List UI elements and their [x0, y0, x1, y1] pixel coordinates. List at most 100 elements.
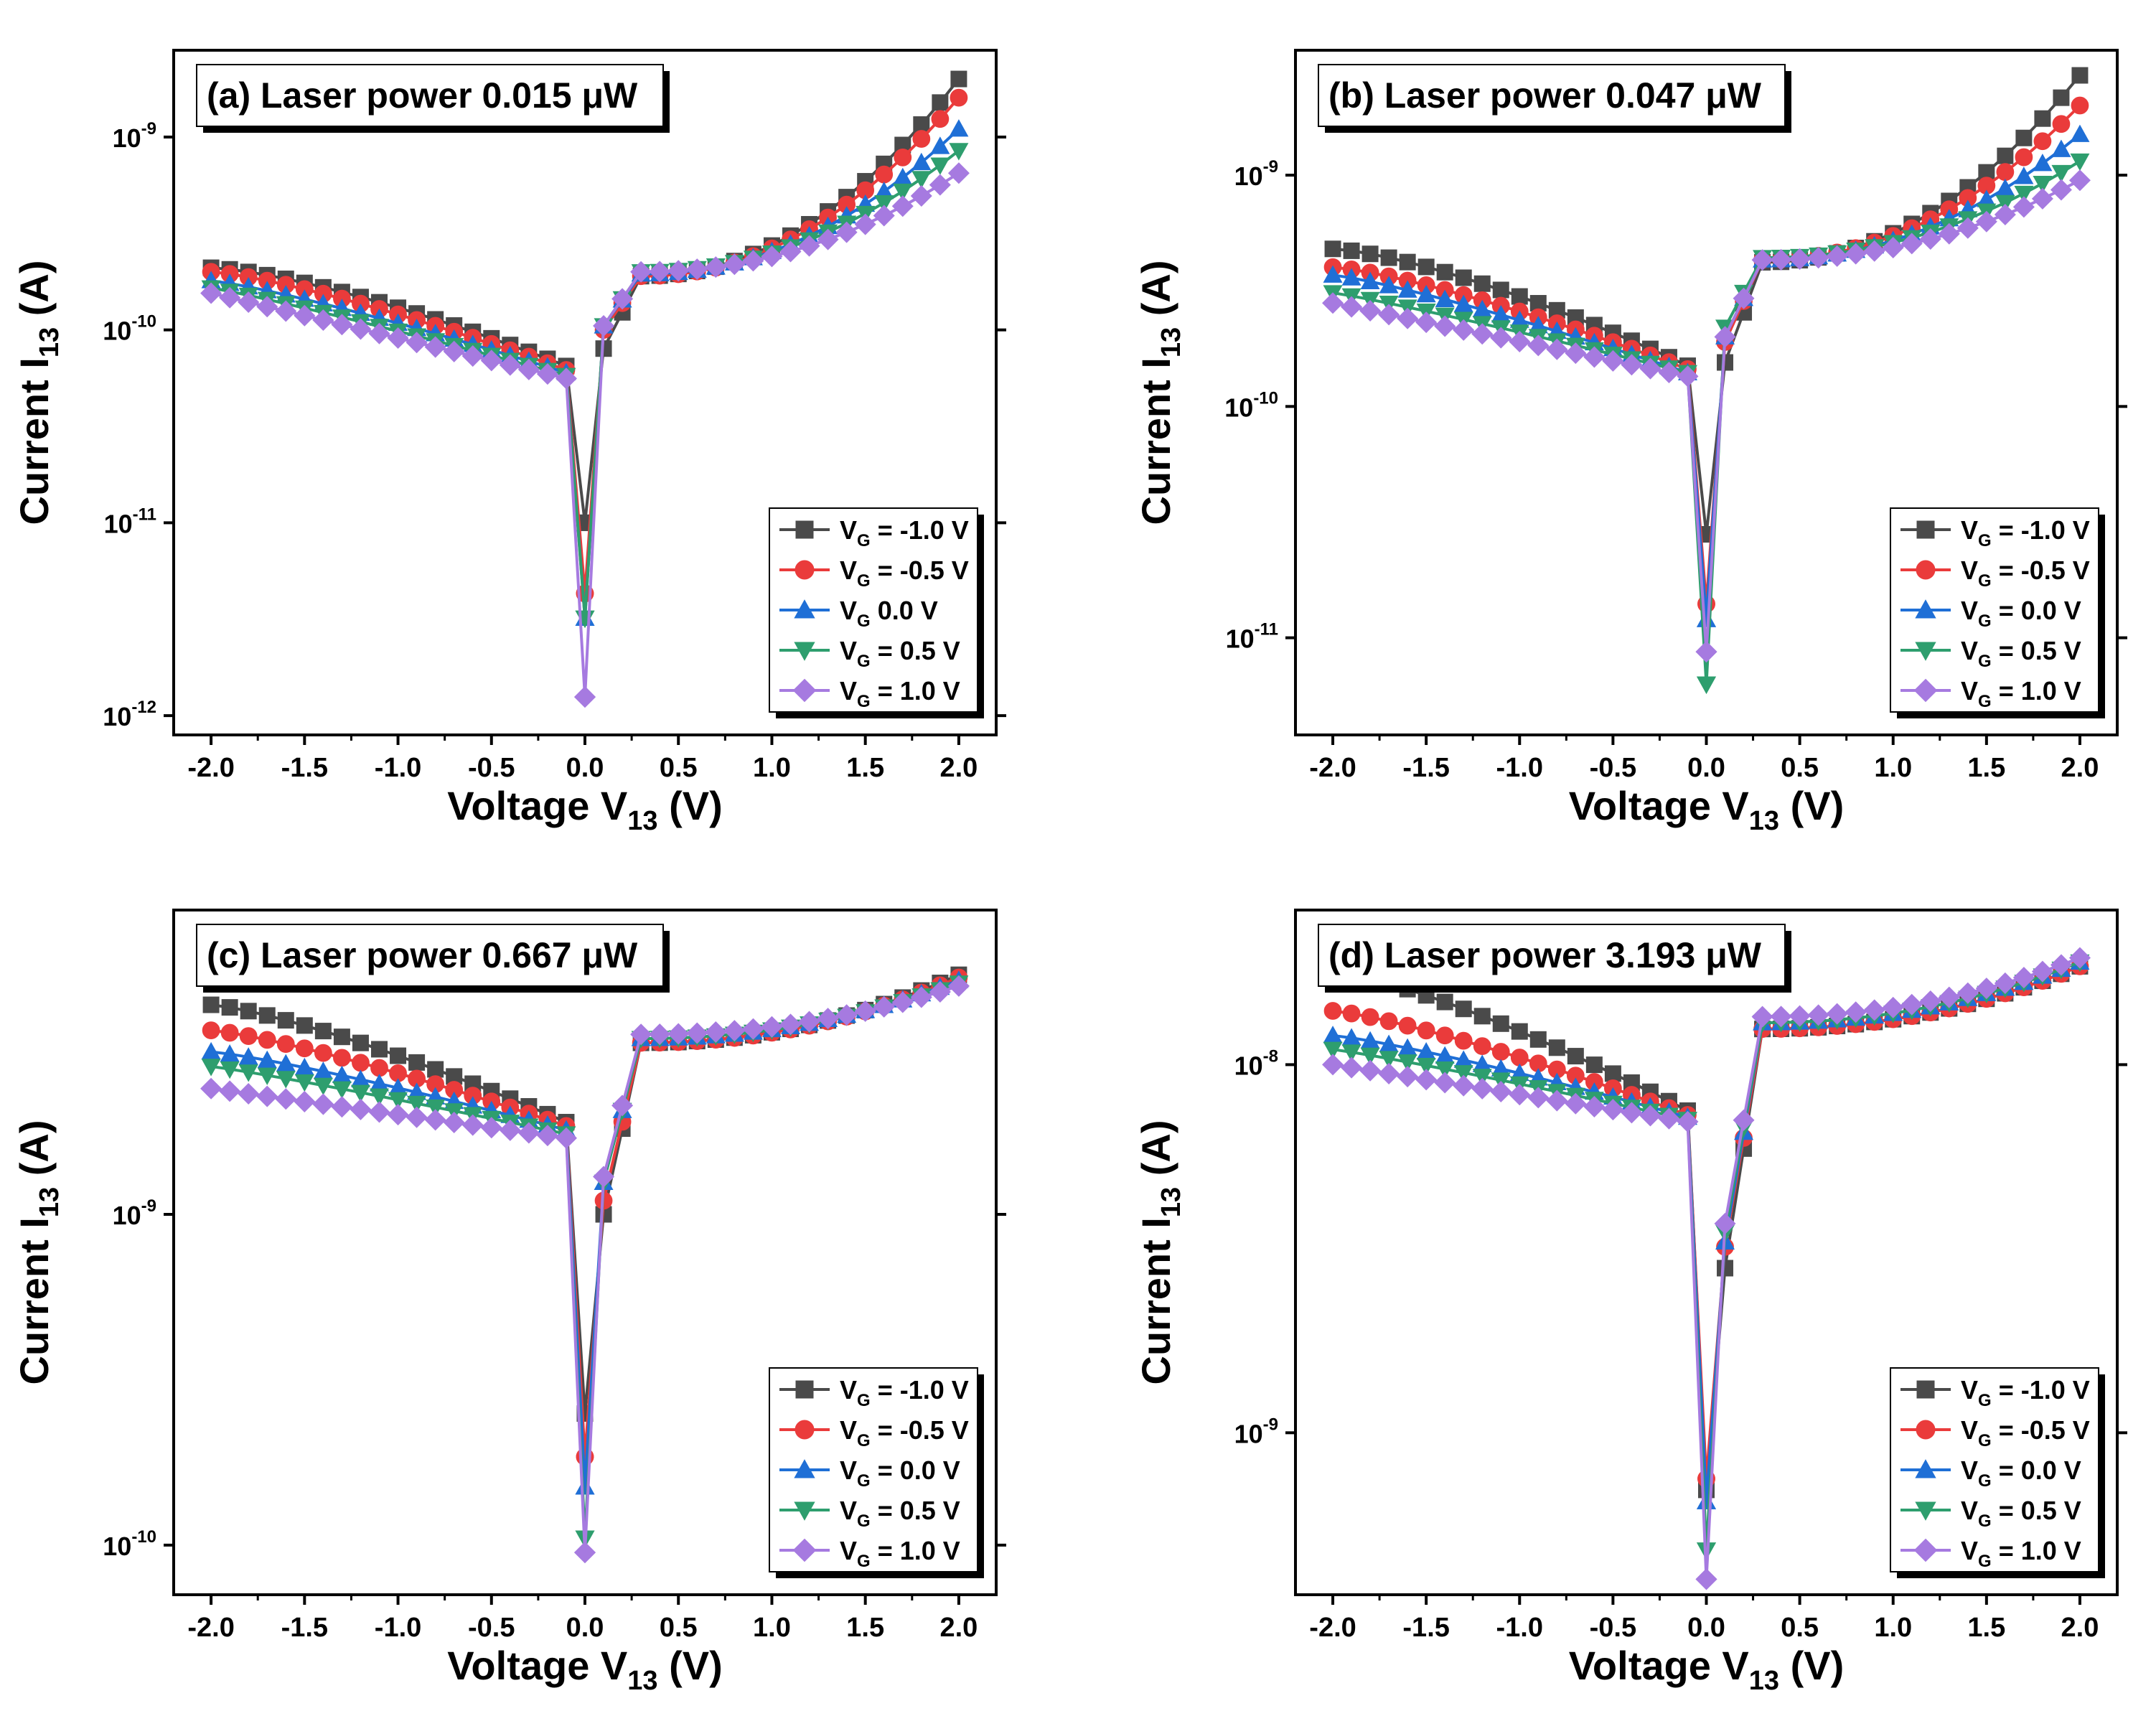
diamond-marker — [275, 300, 297, 322]
plot-area — [200, 966, 970, 1564]
circle-marker — [795, 1420, 815, 1440]
diamond-marker — [792, 678, 817, 703]
circle-marker — [912, 130, 931, 148]
x-tick-label: 1.0 — [1874, 1613, 1912, 1643]
x-tick-label: -1.5 — [281, 753, 328, 783]
square-marker — [371, 1041, 388, 1058]
diamond-marker — [536, 363, 558, 385]
legend-entry-2: VG = -0.5 V — [779, 556, 969, 591]
triangle-down-marker — [1915, 642, 1936, 661]
diamond-marker — [761, 245, 783, 268]
circle-marker — [258, 1031, 276, 1049]
square-marker — [1604, 1065, 1621, 1082]
diamond-marker — [1434, 315, 1456, 337]
x-tick-label: 1.5 — [1967, 753, 2005, 783]
x-tick-label: -0.5 — [1590, 1613, 1636, 1643]
triangle-up-marker — [201, 1041, 221, 1060]
triangle-up-marker — [238, 1047, 258, 1065]
series-line — [210, 973, 960, 1414]
triangle-down-marker — [1995, 194, 2015, 213]
diamond-marker — [387, 1104, 409, 1126]
diamond-marker — [723, 1020, 746, 1042]
circle-marker — [1473, 1037, 1491, 1056]
diamond-marker — [1956, 217, 1979, 239]
diamond-marker — [1658, 1107, 1680, 1130]
y-axis-title: Current I13 (A) — [11, 1120, 65, 1385]
title-box — [196, 64, 664, 127]
diamond-marker — [1751, 1005, 1773, 1028]
diamond-marker — [891, 195, 914, 217]
x-tick-label: -2.0 — [1309, 1613, 1356, 1643]
diamond-marker — [238, 1083, 260, 1105]
diamond-marker — [461, 1114, 484, 1136]
y-axis-title: Current I13 (A) — [11, 261, 65, 525]
circle-marker — [276, 1035, 295, 1053]
diamond-marker — [1845, 1001, 1867, 1023]
circle-marker — [333, 1049, 351, 1067]
diamond-marker — [1565, 342, 1587, 365]
y-axis-title: Current I13 (A) — [1133, 261, 1186, 525]
diamond-marker — [256, 296, 278, 318]
diamond-marker — [2068, 947, 2091, 969]
triangle-up-marker — [257, 1050, 277, 1069]
series-1 — [202, 70, 967, 531]
x-tick-label: 0.5 — [660, 1613, 698, 1643]
square-marker — [1399, 253, 1416, 271]
chart-panel-a: -2.0 -1.5 -1.0 -0.5 0.0 0.5 1.0 1.5 2.0 10-12 10-1… — [11, 49, 1006, 836]
circle-marker — [1435, 1026, 1454, 1045]
diamond-marker — [1695, 641, 1717, 663]
x-tick-label: -1.0 — [1496, 1613, 1543, 1643]
square-marker — [1585, 1056, 1603, 1074]
y-tick-label: 10-10 — [103, 312, 156, 346]
square-marker — [408, 1054, 426, 1071]
diamond-marker — [630, 1023, 652, 1046]
diamond-marker — [705, 1021, 727, 1044]
legend-entry-4: VG = 0.5 V — [779, 1496, 960, 1531]
diamond-marker — [294, 1090, 316, 1112]
panel-title: (b) Laser power 0.047 μW — [1328, 75, 1762, 116]
chart-panel-b: -2.0 -1.5 -1.0 -0.5 0.0 0.5 1.0 1.5 2.0 10-11 10-1… — [1133, 49, 2127, 836]
diamond-marker — [1639, 1105, 1661, 1127]
diamond-marker — [1938, 986, 1960, 1008]
x-tick-label: 0.5 — [660, 753, 698, 783]
triangle-down-marker — [388, 1092, 408, 1110]
diamond-marker — [1956, 982, 1979, 1004]
triangle-up-marker — [1379, 276, 1399, 294]
square-marker — [1548, 1039, 1565, 1056]
series-5 — [200, 975, 970, 1564]
square-marker — [1380, 249, 1397, 266]
diamond-marker — [1322, 292, 1344, 314]
diamond-marker — [1770, 1005, 1792, 1028]
diamond-marker — [1975, 978, 1997, 1000]
triangle-down-marker — [2070, 153, 2090, 172]
y-tick-label: 10-9 — [113, 1196, 156, 1230]
x-tick-label: -2.0 — [187, 753, 234, 783]
x-tick-label: 1.5 — [846, 753, 884, 783]
diamond-marker — [200, 1077, 222, 1100]
x-tick-label: 1.5 — [846, 1613, 884, 1643]
diamond-marker — [611, 288, 634, 310]
diamond-marker — [406, 332, 428, 354]
legend-entry-1: VG = -1.0 V — [1900, 1375, 2090, 1410]
legend-label: VG = 1.0 V — [1961, 676, 2081, 711]
diamond-marker — [1882, 236, 1904, 258]
diamond-marker — [1714, 326, 1736, 348]
circle-marker — [314, 1044, 332, 1062]
legend-label: VG = 1.0 V — [840, 1536, 960, 1571]
legend-entry-4: VG = 0.5 V — [779, 636, 960, 671]
circle-marker — [202, 1021, 220, 1039]
diamond-marker — [2031, 187, 2053, 210]
diamond-marker — [1602, 1099, 1624, 1121]
diamond-marker — [517, 1122, 540, 1144]
circle-marker — [1379, 1012, 1398, 1031]
legend-entry-5: VG = 1.0 V — [1900, 676, 2081, 711]
circle-marker — [931, 110, 950, 128]
diamond-marker — [1378, 304, 1400, 326]
diamond-marker — [1695, 1568, 1717, 1590]
diamond-marker — [499, 354, 521, 376]
diamond-marker — [1863, 240, 1885, 262]
triangle-down-marker — [1472, 1069, 1492, 1087]
x-tick-label: 2.0 — [2061, 753, 2099, 783]
triangle-down-marker — [949, 143, 969, 161]
legend-label: VG = 0.0 V — [1961, 1455, 2081, 1491]
